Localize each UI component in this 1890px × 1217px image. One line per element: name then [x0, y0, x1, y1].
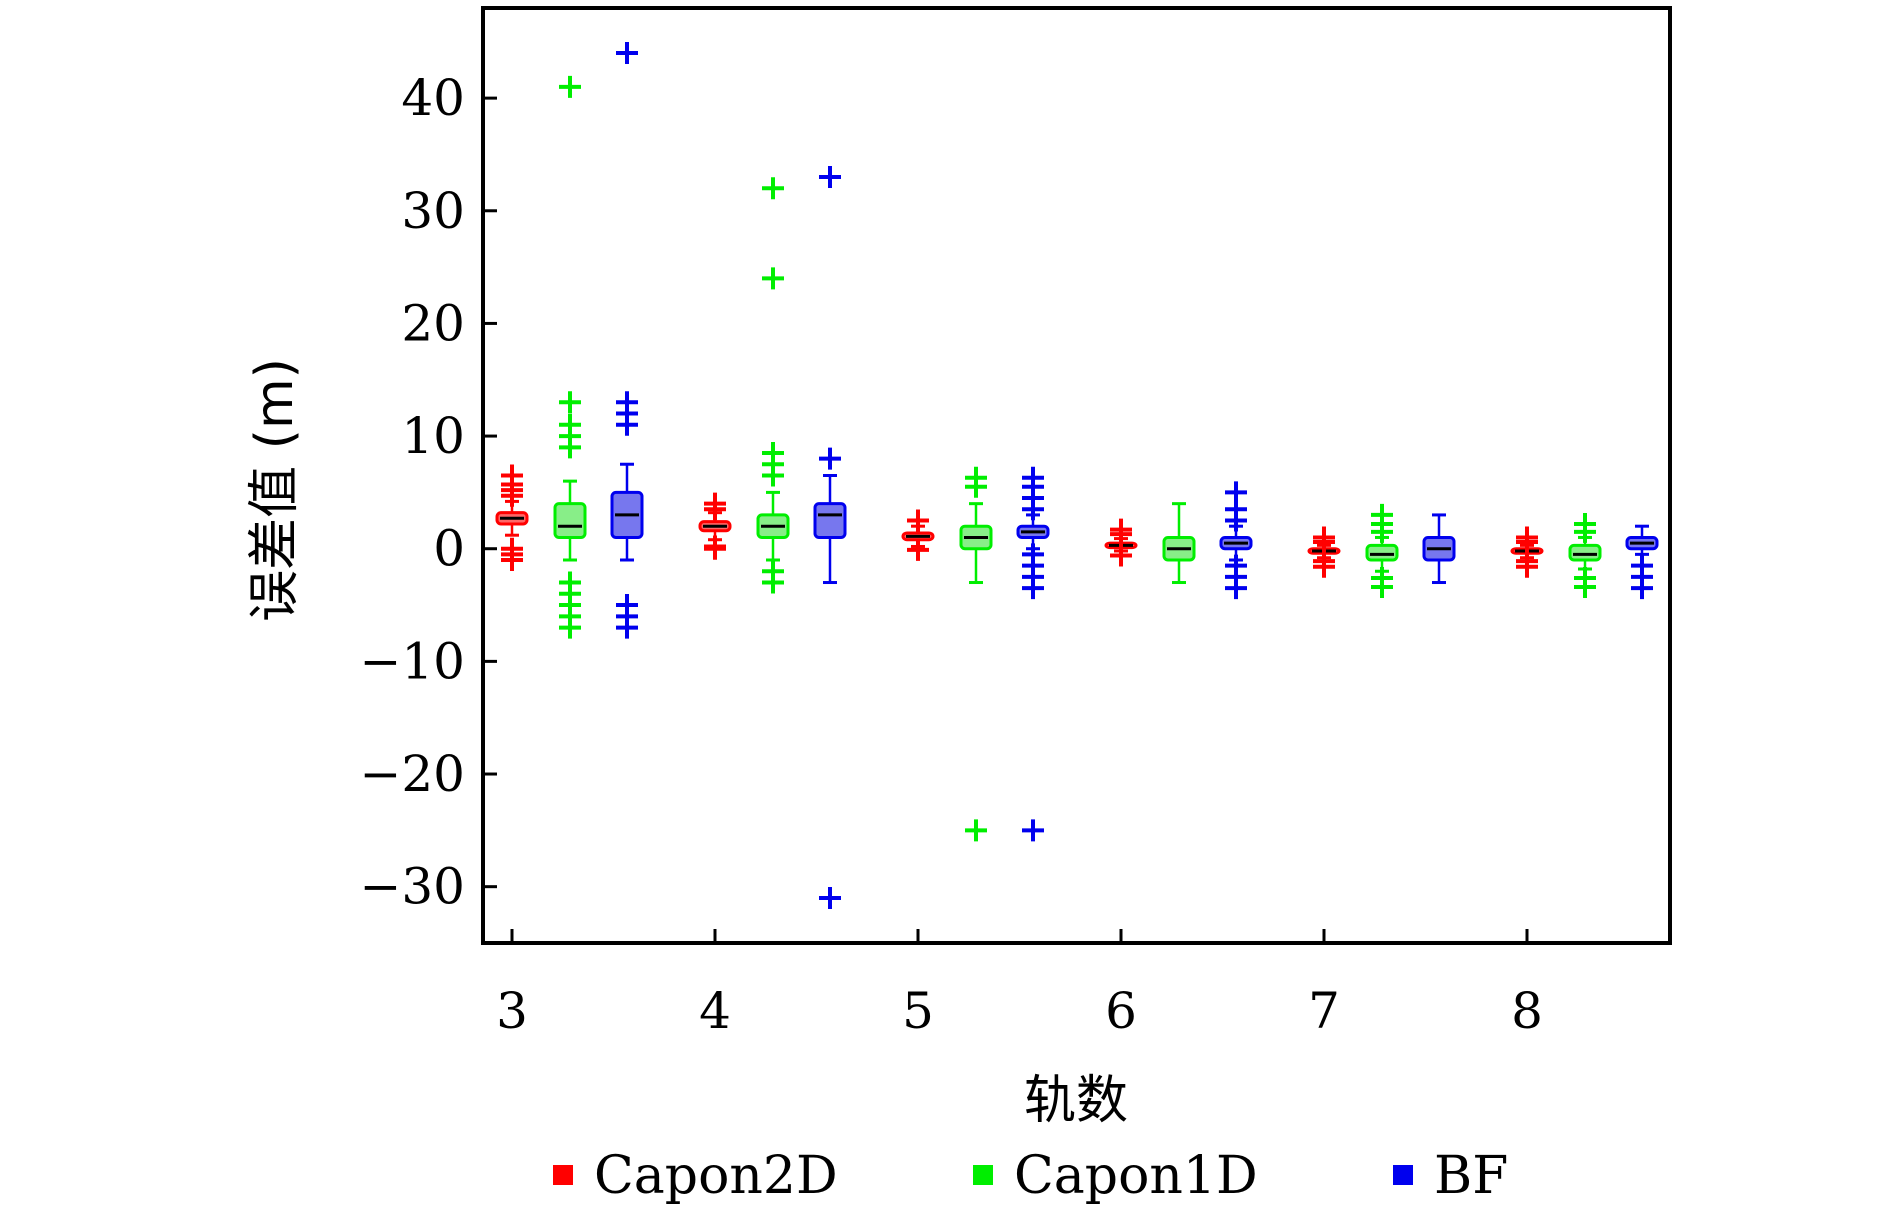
series-capon1d [553, 75, 1602, 842]
series-capon2d [495, 464, 1544, 578]
outlier-marker [704, 535, 726, 558]
outlier-marker [819, 447, 841, 470]
box-capon2d-track-3 [495, 464, 529, 571]
outlier-marker [965, 819, 987, 842]
outlier-marker [616, 42, 638, 65]
legend-swatch [1393, 1165, 1413, 1185]
box-bf-track-7 [1422, 513, 1456, 585]
box-capon1d-track-8 [1568, 512, 1602, 599]
x-tick-label: 3 [496, 982, 528, 1040]
outlier-marker [762, 441, 784, 464]
x-tick-label: 5 [902, 982, 934, 1040]
outlier-marker [559, 391, 581, 414]
outlier-marker [1225, 554, 1247, 577]
legend-item-bf: BF [1393, 1146, 1508, 1206]
legend-label: Capon1D [1014, 1146, 1258, 1206]
outlier-marker [1516, 550, 1538, 573]
box-capon1d-track-6 [1162, 502, 1196, 585]
box-iqr [813, 502, 847, 539]
box-iqr [1365, 543, 1399, 562]
outlier-marker [907, 538, 929, 561]
box-bf-track-6 [1219, 481, 1253, 600]
y-tick-label: 40 [401, 69, 465, 127]
y-tick-label: 30 [401, 182, 465, 240]
x-tick-label: 8 [1511, 982, 1543, 1040]
outlier-marker [1371, 567, 1393, 590]
y-tick-label: −30 [359, 858, 465, 916]
axes: −30 −20 −10 0 10 20 30 40 3 4 5 6 7 8 [359, 69, 1542, 1040]
outlier-marker [616, 594, 638, 617]
outlier-marker [1225, 481, 1247, 504]
y-tick-label: −20 [359, 745, 465, 803]
x-tick-label: 7 [1308, 982, 1340, 1040]
box-bf-track-8 [1625, 524, 1659, 600]
outlier-marker [1022, 819, 1044, 842]
series-bf [610, 42, 1659, 909]
box-bf-track-4 [813, 165, 847, 909]
legend-item-capon1d: Capon1D [973, 1146, 1258, 1206]
outlier-marker [965, 466, 987, 489]
legend-swatch [553, 1165, 573, 1185]
outlier-marker [1313, 550, 1335, 573]
box-capon2d-track-8 [1510, 526, 1544, 578]
legend-label: Capon2D [594, 1146, 838, 1206]
outlier-marker [1022, 543, 1044, 566]
legend: Capon2D Capon1D BF [553, 1146, 1508, 1206]
plot-frame [481, 6, 1672, 945]
box-bf-track-5 [1016, 466, 1050, 842]
x-tick-label: 6 [1105, 982, 1137, 1040]
box-capon2d-track-7 [1307, 526, 1341, 578]
box-capon2d-track-6 [1104, 518, 1138, 567]
y-tick-label: 0 [433, 520, 465, 578]
box-iqr [553, 502, 587, 539]
outlier-marker [762, 177, 784, 200]
y-tick-label: 10 [401, 407, 465, 465]
box-capon2d-track-5 [901, 509, 935, 561]
outlier-marker [1631, 554, 1653, 577]
outlier-marker [501, 537, 523, 560]
x-axis-label: 轨数 [1024, 1071, 1128, 1131]
outlier-marker [559, 75, 581, 98]
outlier-marker [819, 886, 841, 909]
chart-marks [495, 42, 1659, 909]
outlier-marker [762, 267, 784, 290]
outlier-marker [559, 571, 581, 594]
legend-swatch [973, 1165, 993, 1185]
y-axis-label: 误差值 (m) [245, 358, 305, 622]
outlier-marker [762, 560, 784, 583]
outlier-marker [704, 492, 726, 515]
outlier-marker [1110, 544, 1132, 567]
outlier-marker [1516, 526, 1538, 549]
outlier-marker [1110, 518, 1132, 541]
y-tick-label: 20 [401, 294, 465, 352]
x-tick-label: 4 [699, 982, 731, 1040]
box-capon1d-track-5 [959, 466, 993, 842]
legend-item-capon2d: Capon2D [553, 1146, 838, 1206]
box-iqr [1568, 543, 1602, 562]
outlier-marker [907, 509, 929, 532]
outlier-marker [501, 464, 523, 487]
outlier-marker [616, 391, 638, 414]
box-capon1d-track-7 [1365, 503, 1399, 599]
box-bf-track-3 [610, 42, 644, 639]
outlier-marker [1574, 567, 1596, 590]
outlier-marker [1313, 526, 1335, 549]
legend-label: BF [1434, 1146, 1508, 1206]
outlier-marker [1022, 466, 1044, 489]
box-capon2d-track-4 [698, 492, 732, 560]
outlier-marker [819, 165, 841, 188]
box-capon1d-track-3 [553, 75, 587, 639]
box-capon1d-track-4 [756, 177, 790, 594]
y-tick-label: −10 [359, 632, 465, 690]
outlier-marker [559, 413, 581, 436]
outlier-marker [1574, 512, 1596, 535]
outlier-marker [1371, 503, 1393, 526]
